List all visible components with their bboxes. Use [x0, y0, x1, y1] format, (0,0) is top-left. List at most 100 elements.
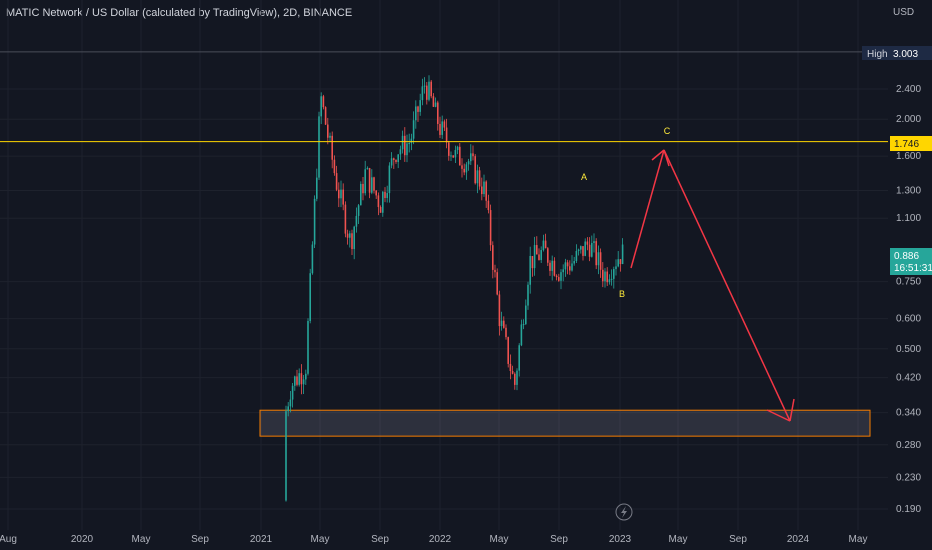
time-tick-label: Sep [371, 534, 389, 545]
candle-body [555, 275, 558, 278]
price-tick-label: 0.500 [896, 344, 921, 355]
candle-body [346, 233, 349, 238]
candle-body [311, 244, 314, 274]
candle-body [538, 254, 540, 260]
candle-body [507, 337, 509, 364]
time-tick-label: May [849, 534, 868, 545]
candle-body [602, 269, 604, 282]
last-price-tag: 0.886 16:51:31 [890, 248, 932, 275]
candle-body [351, 233, 353, 250]
time-tick-label: 2024 [787, 534, 810, 545]
time-tick-label: Sep [191, 534, 209, 545]
candle-body [613, 269, 615, 279]
support-zone [259, 409, 871, 437]
candle-body [564, 262, 567, 270]
candle-body [467, 161, 470, 165]
candle-body [553, 260, 556, 276]
candle-body [529, 255, 531, 285]
candle-body [355, 215, 358, 227]
lightning-icon[interactable] [615, 503, 633, 521]
candle-body [511, 370, 514, 374]
candle-body [342, 189, 344, 205]
candle-body [500, 320, 503, 327]
candle-body [478, 170, 481, 187]
candle-body [520, 324, 523, 346]
candle-body [463, 168, 465, 173]
candle-body [353, 226, 355, 250]
price-tick-label: 1.300 [896, 186, 921, 197]
candle-body [461, 165, 463, 169]
candle-body [432, 96, 435, 107]
candle-body [465, 164, 468, 173]
price-tick-label: 0.750 [896, 277, 921, 288]
candle-body [298, 373, 300, 385]
candle-body [606, 271, 608, 283]
candle-body [509, 363, 512, 371]
candles [285, 75, 624, 502]
candle-body [586, 241, 589, 245]
candle-body [430, 81, 432, 97]
candle-body [580, 246, 582, 250]
candle-body [397, 154, 399, 162]
candle-body [487, 200, 490, 211]
candle-body [404, 135, 406, 156]
candle-body [313, 198, 316, 245]
wave-projection[interactable] [630, 149, 795, 422]
candle-body [395, 159, 397, 162]
candle-body [419, 100, 421, 112]
time-axis[interactable]: Aug 2020 May Sep 2021 May Sep 2022 May Sep 2023 May… [0, 534, 867, 545]
candle-body [558, 277, 560, 281]
candle-body [371, 177, 373, 193]
candle-body [542, 240, 545, 251]
candle-body [349, 233, 351, 238]
candle-body [305, 373, 307, 380]
candle-body [481, 186, 483, 195]
wave-label-a: A [581, 172, 587, 182]
time-tick-label: May [311, 534, 330, 545]
candle-body [287, 406, 289, 412]
candle-body [340, 189, 342, 199]
candle-body [357, 205, 360, 216]
candle-body [562, 269, 564, 273]
high-label: High [867, 49, 888, 60]
candle-body [377, 195, 380, 208]
candle-body [531, 255, 534, 269]
candle-body [421, 86, 424, 101]
candle-body [575, 250, 578, 262]
candle-body [375, 190, 377, 196]
price-axis[interactable]: 2.400 2.000 1.600 1.300 1.100 0.750 0.600 0.500… [896, 84, 921, 515]
candle-body [344, 204, 347, 234]
projection-leg-down [663, 149, 791, 422]
candle-body [368, 168, 371, 193]
candle-body [443, 121, 446, 128]
candle-body [401, 135, 404, 150]
candle-body [604, 271, 606, 282]
candle-body [329, 135, 331, 138]
candle-body [569, 266, 571, 271]
candle-body [406, 143, 408, 156]
candle-body [335, 173, 338, 190]
time-tick-label: May [132, 534, 151, 545]
candle-body [577, 249, 580, 251]
candle-body [302, 379, 305, 385]
candle-body [373, 177, 375, 191]
candle-body [527, 284, 529, 306]
candle-body [591, 242, 593, 257]
candle-body [289, 399, 292, 407]
candle-body [496, 272, 498, 295]
candle-body [454, 150, 457, 158]
time-tick-label: 2021 [250, 534, 273, 545]
price-tick-label: 1.100 [896, 213, 921, 224]
candle-body [597, 252, 600, 266]
candle-body [386, 193, 388, 198]
candle-body [439, 123, 441, 135]
candle-body [566, 262, 569, 267]
candle-body [560, 272, 562, 281]
candle-body [536, 245, 538, 255]
candle-body [285, 411, 287, 501]
candle-body [588, 244, 591, 257]
candle-body [518, 345, 520, 371]
candle-body [551, 260, 553, 271]
candle-body [327, 124, 329, 138]
